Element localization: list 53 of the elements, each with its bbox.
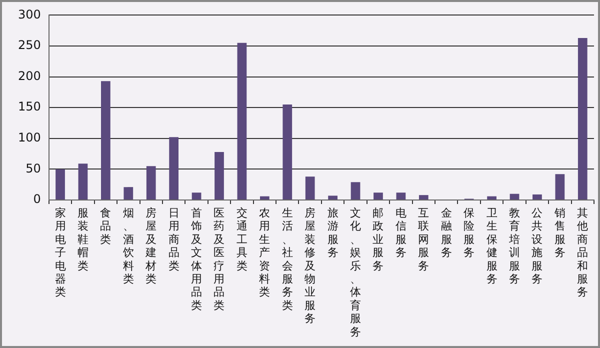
x-tick-label: 电信服务	[395, 206, 406, 260]
x-tick-label: 互联网服务	[418, 206, 430, 272]
x-tick-label: 家用电子电器类	[54, 206, 66, 299]
x-tick-label: 首饰及文体用品类	[190, 206, 202, 312]
bar	[169, 137, 179, 200]
bar	[146, 166, 156, 200]
bar	[192, 192, 202, 200]
y-tick-label: 0	[33, 192, 41, 206]
x-tick-label: 旅游服务	[327, 206, 338, 260]
x-tick-label: 教育培训服务	[508, 206, 520, 286]
x-tick-label: 保险服务	[464, 206, 475, 260]
y-tick-label: 150	[18, 100, 41, 114]
bar	[487, 196, 496, 200]
y-tick-label: 250	[18, 38, 41, 52]
bar	[78, 164, 88, 200]
x-tick-label: 邮政业服务	[372, 206, 384, 272]
bar	[418, 195, 428, 200]
x-tick-label: 交通工具类	[236, 206, 248, 272]
x-tick-label: 房屋及建材类	[144, 206, 157, 286]
x-tick-label: 烟、酒饮料类	[122, 206, 134, 286]
y-tick-label: 50	[26, 161, 41, 176]
bar	[374, 192, 383, 200]
x-tick-label: 其他商品和服务	[577, 206, 588, 299]
x-tick-label: 医药及医疗用品类	[214, 206, 225, 312]
bar	[555, 174, 565, 200]
bar	[124, 187, 134, 200]
bar	[305, 176, 315, 200]
x-tick-label: 食品类	[100, 206, 112, 246]
bar	[396, 192, 406, 200]
bar	[510, 194, 520, 200]
y-tick-label: 200	[18, 68, 41, 83]
bar	[101, 81, 110, 200]
y-tick-label: 100	[18, 130, 41, 145]
bar	[260, 196, 270, 200]
category-label: 房屋装修及物业服务	[304, 206, 316, 326]
bar	[56, 169, 65, 200]
bar	[214, 152, 224, 200]
category-label: 文化、娱乐、体育服务	[350, 206, 362, 338]
y-tick-label: 300	[18, 7, 41, 22]
x-tick-label: 销售服务	[553, 206, 566, 260]
bar	[328, 196, 338, 200]
bar	[282, 104, 292, 200]
x-tick-label: 日用商品类	[168, 206, 180, 272]
bar	[237, 42, 247, 200]
x-tick-label: 卫生保健服务	[486, 206, 498, 286]
bar	[578, 38, 588, 200]
bar	[532, 194, 542, 200]
bar	[350, 182, 360, 200]
x-tick-label: 金融服务	[440, 206, 452, 260]
x-tick-label: 公共设施服务	[532, 206, 543, 286]
x-tick-label: 农用生产资料类	[259, 206, 270, 299]
x-tick-label: 生活、社会服务类	[282, 206, 293, 312]
x-tick-label: 服装鞋帽类	[77, 206, 88, 272]
